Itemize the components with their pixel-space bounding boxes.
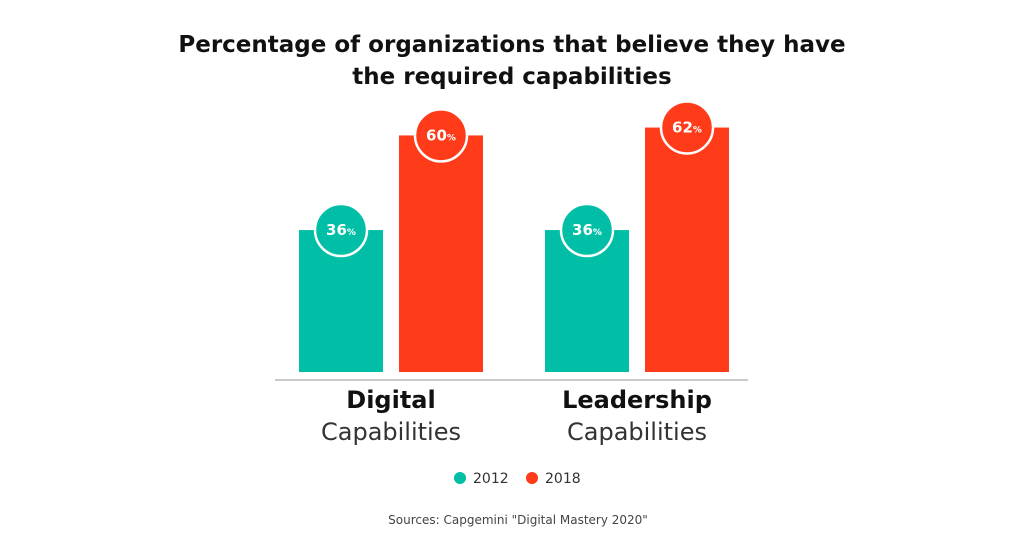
bars-layer: 36% 60% 36% 62% bbox=[299, 100, 729, 373]
value-badge-leadership-2018 bbox=[659, 100, 715, 155]
category-label-light-0: Capabilities bbox=[321, 418, 461, 446]
data-label-digital-2012: 36% bbox=[326, 221, 356, 239]
legend: 2012 2018 bbox=[454, 471, 581, 487]
legend-swatch-2018 bbox=[526, 472, 538, 484]
category-label-bold-1: Leadership bbox=[562, 386, 712, 414]
chart-title-line-2: the required capabilities bbox=[352, 64, 671, 90]
data-label-leadership-2012: 36% bbox=[572, 221, 602, 239]
source-note: Sources: Capgemini "Digital Mastery 2020… bbox=[388, 513, 648, 527]
chart-title-line-1: Percentage of organizations that believe… bbox=[178, 32, 845, 58]
value-badge-leadership-2012 bbox=[559, 202, 615, 258]
bar-leadership-2018 bbox=[645, 127, 729, 373]
legend-swatch-2012 bbox=[454, 472, 466, 484]
legend-label-2018: 2018 bbox=[545, 471, 581, 487]
value-badge-digital-2018 bbox=[413, 108, 469, 163]
category-labels: Digital Capabilities Leadership Capabilitie… bbox=[321, 386, 712, 446]
category-label-light-1: Capabilities bbox=[567, 418, 707, 446]
bar-digital-2018 bbox=[399, 135, 483, 372]
category-label-bold-0: Digital bbox=[346, 386, 435, 414]
data-label-leadership-2018: 62% bbox=[672, 119, 702, 137]
legend-label-2012: 2012 bbox=[473, 471, 509, 487]
value-badge-digital-2012 bbox=[313, 202, 369, 258]
data-label-digital-2018: 60% bbox=[426, 126, 456, 144]
